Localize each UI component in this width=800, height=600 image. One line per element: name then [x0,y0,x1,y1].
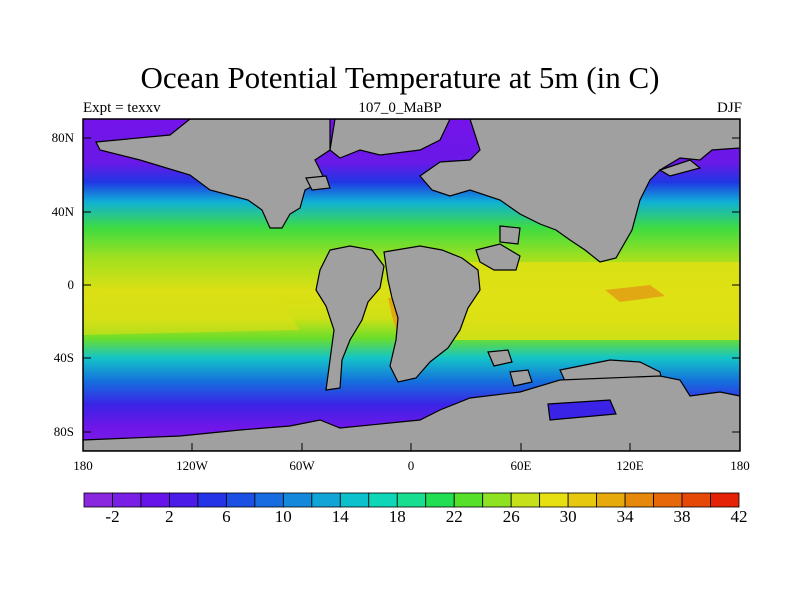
colorbar-swatch [453,492,484,508]
landmass-eurasia [419,119,740,263]
landmass-greenland [329,119,451,159]
colorbar-swatch [112,492,142,508]
colorbar-label: 34 [616,507,634,526]
colorbar-swatch [83,492,113,508]
colorbar-swatch [339,492,370,508]
colorbar-swatch [482,492,512,508]
colorbar [83,492,740,508]
colorbar-swatch [510,492,541,508]
colorbar-swatch [425,492,455,508]
colorbar-label: 6 [222,507,231,526]
island-3 [509,369,533,387]
ytick-label-80S: 80S [53,424,74,439]
ytick-label-40S: 40S [53,350,74,365]
landmass-arabia [475,243,521,271]
colorbar-swatch [681,492,711,508]
time-label: 107_0_MaBP [358,100,442,116]
landmass-north-america [95,119,331,229]
landmass-south-america [315,245,385,391]
colorbar-swatch [282,492,313,508]
colorbar-swatch [624,492,654,508]
island-antarctic-east [547,399,617,421]
colorbar-label: 14 [331,507,349,526]
colorbar-label: 18 [388,507,406,526]
colorbar-label: 38 [673,507,691,526]
x-tick-marks [82,443,741,451]
colorbar-swatch [225,492,256,508]
colorbar-swatch [197,492,227,508]
colorbar-swatch [567,492,598,508]
island-4 [499,225,521,245]
xtick-label-0: 0 [407,458,415,473]
ytick-label-80N: 80N [51,130,74,145]
landmass-siberia-east [658,159,702,177]
season-label: DJF [716,100,742,116]
colorbar-swatch [311,492,341,508]
warm-band-west [83,292,300,335]
island-1 [305,175,331,191]
colorbar-label: 2 [165,507,174,526]
colorbar-swatch [596,492,626,508]
xtick-label-60E: 60E [510,458,532,473]
colorbar-swatch [396,492,427,508]
land-masses [83,119,740,451]
colorbar-swatch [653,492,683,508]
xtick-label-180-east: 180 [730,458,750,473]
xtick-label-60W: 60W [289,458,315,473]
colorbar-swatch [169,492,199,508]
colorbar-swatch [140,492,170,508]
landmass-antarctica [83,375,740,451]
warm-band-east [455,262,740,340]
island-2 [487,349,513,367]
colorbar-label: 26 [502,507,520,526]
colorbar-swatch [368,492,398,508]
colorbar-swatch [539,492,569,508]
colorbar-label: 30 [559,507,577,526]
ytick-label-40N: 40N [51,204,74,219]
colorbar-label: 42 [730,507,748,526]
landmass-africa [383,245,481,383]
colorbar-label: -2 [105,507,120,526]
colorbar-swatch [254,492,284,508]
colorbar-swatch [710,492,740,508]
map-title: Ocean Potential Temperature at 5m (in C) [140,60,660,95]
xtick-label-180-west: 180 [73,458,93,473]
colorbar-label: 22 [445,507,463,526]
experiment-label: Expt = texxv [83,100,161,116]
y-tick-marks [83,137,740,433]
ytick-label-0: 0 [67,277,75,292]
xtick-label-120E: 120E [616,458,644,473]
warm-pool [605,285,665,302]
xtick-label-120W: 120W [176,458,208,473]
colorbar-label: 10 [274,507,292,526]
